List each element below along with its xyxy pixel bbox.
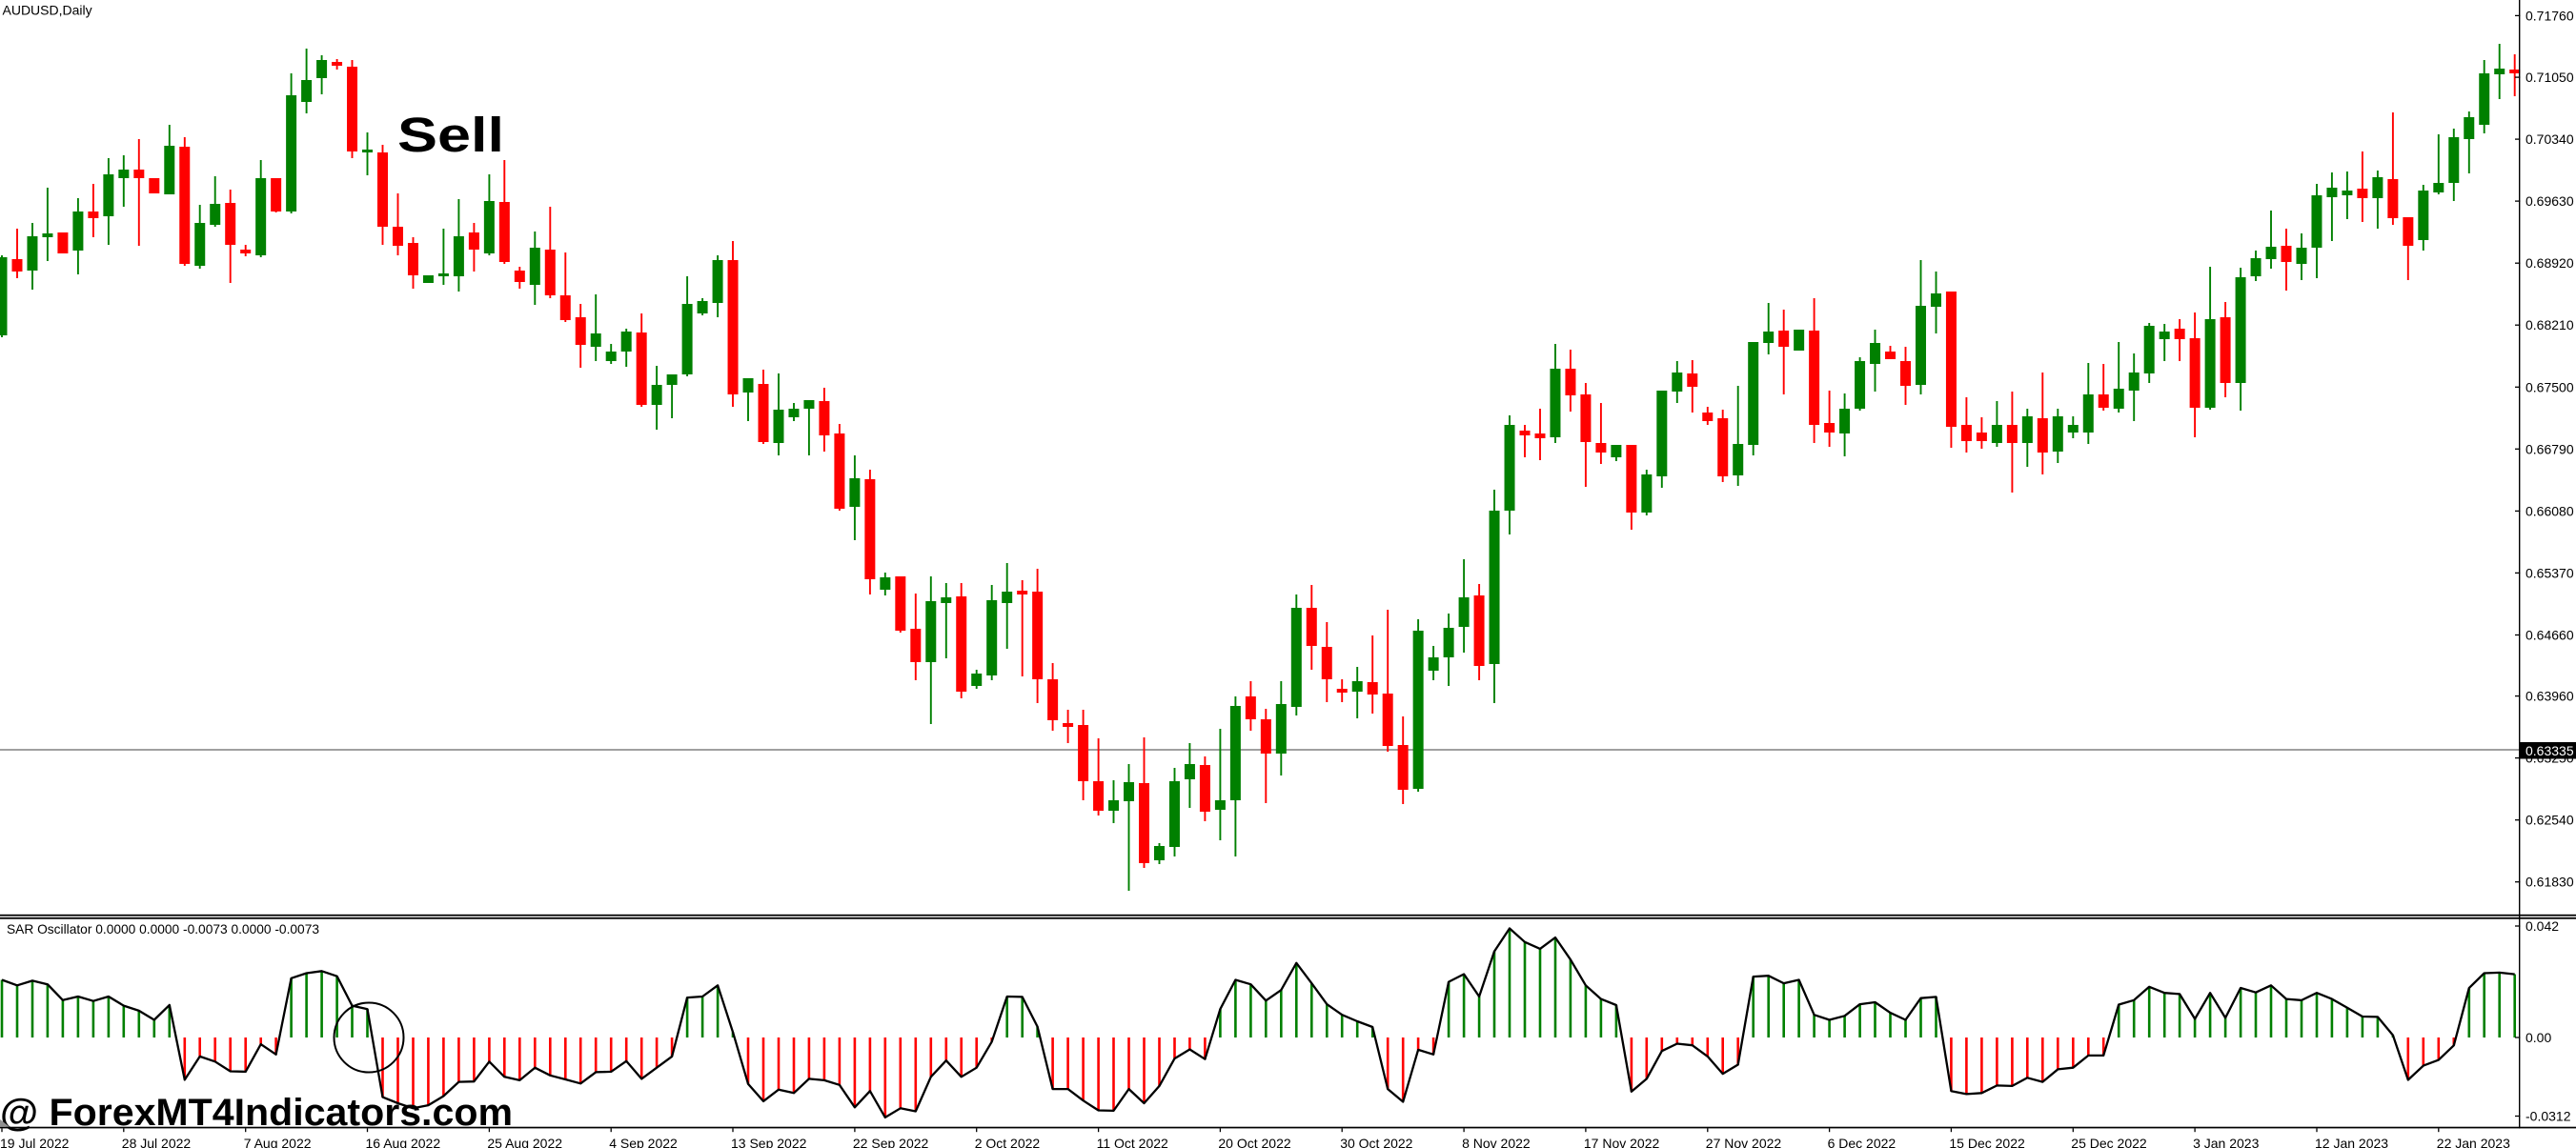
svg-text:3 Jan 2023: 3 Jan 2023 (2193, 1136, 2259, 1148)
svg-text:0.63960: 0.63960 (2525, 689, 2574, 704)
svg-text:6 Dec 2022: 6 Dec 2022 (1828, 1136, 1897, 1148)
svg-text:@ ForexMT4Indicators.com: @ ForexMT4Indicators.com (0, 1092, 513, 1134)
svg-text:0.70340: 0.70340 (2525, 131, 2574, 147)
svg-text:0.66080: 0.66080 (2525, 503, 2574, 518)
svg-text:Sell: Sell (397, 108, 504, 162)
svg-text:0.71050: 0.71050 (2525, 70, 2574, 85)
svg-text:0.042: 0.042 (2525, 918, 2559, 934)
svg-text:8 Nov 2022: 8 Nov 2022 (1462, 1136, 1531, 1148)
svg-text:22 Sep 2022: 22 Sep 2022 (853, 1136, 929, 1148)
svg-text:17 Nov 2022: 17 Nov 2022 (1584, 1136, 1660, 1148)
svg-text:0.66790: 0.66790 (2525, 441, 2574, 456)
svg-text:AUDUSD,Daily: AUDUSD,Daily (3, 2, 92, 17)
svg-text:0.62540: 0.62540 (2525, 813, 2574, 828)
svg-text:0.67500: 0.67500 (2525, 379, 2574, 394)
svg-text:25 Aug 2022: 25 Aug 2022 (487, 1136, 562, 1148)
svg-text:0.00: 0.00 (2525, 1030, 2551, 1045)
svg-text:15 Dec 2022: 15 Dec 2022 (1949, 1136, 2025, 1148)
svg-text:27 Nov 2022: 27 Nov 2022 (1706, 1136, 1782, 1148)
svg-text:0.71760: 0.71760 (2525, 8, 2574, 23)
svg-text:0.61830: 0.61830 (2525, 875, 2574, 890)
svg-text:20 Oct 2022: 20 Oct 2022 (1218, 1136, 1290, 1148)
svg-text:25 Dec 2022: 25 Dec 2022 (2071, 1136, 2147, 1148)
svg-text:13 Sep 2022: 13 Sep 2022 (731, 1136, 807, 1148)
svg-text:28 Jul 2022: 28 Jul 2022 (122, 1136, 192, 1148)
svg-text:0.65370: 0.65370 (2525, 565, 2574, 580)
svg-text:7 Aug 2022: 7 Aug 2022 (244, 1136, 312, 1148)
svg-text:0.64660: 0.64660 (2525, 628, 2574, 643)
svg-text:0.68210: 0.68210 (2525, 317, 2574, 332)
svg-text:2 Oct 2022: 2 Oct 2022 (975, 1136, 1041, 1148)
svg-text:4 Sep 2022: 4 Sep 2022 (609, 1136, 678, 1148)
svg-text:-0.0312: -0.0312 (2525, 1109, 2571, 1124)
svg-text:19 Jul 2022: 19 Jul 2022 (0, 1136, 70, 1148)
svg-text:30 Oct 2022: 30 Oct 2022 (1340, 1136, 1412, 1148)
svg-text:0.69630: 0.69630 (2525, 193, 2574, 209)
svg-text:12 Jan 2023: 12 Jan 2023 (2315, 1136, 2388, 1148)
svg-text:SAR Oscillator 0.0000 0.0000 -: SAR Oscillator 0.0000 0.0000 -0.0073 0.0… (7, 921, 319, 937)
svg-text:0.63335: 0.63335 (2525, 743, 2574, 758)
svg-text:16 Aug 2022: 16 Aug 2022 (366, 1136, 441, 1148)
svg-text:0.68920: 0.68920 (2525, 255, 2574, 271)
svg-text:11 Oct 2022: 11 Oct 2022 (1097, 1136, 1168, 1148)
svg-text:22 Jan 2023: 22 Jan 2023 (2437, 1136, 2510, 1148)
